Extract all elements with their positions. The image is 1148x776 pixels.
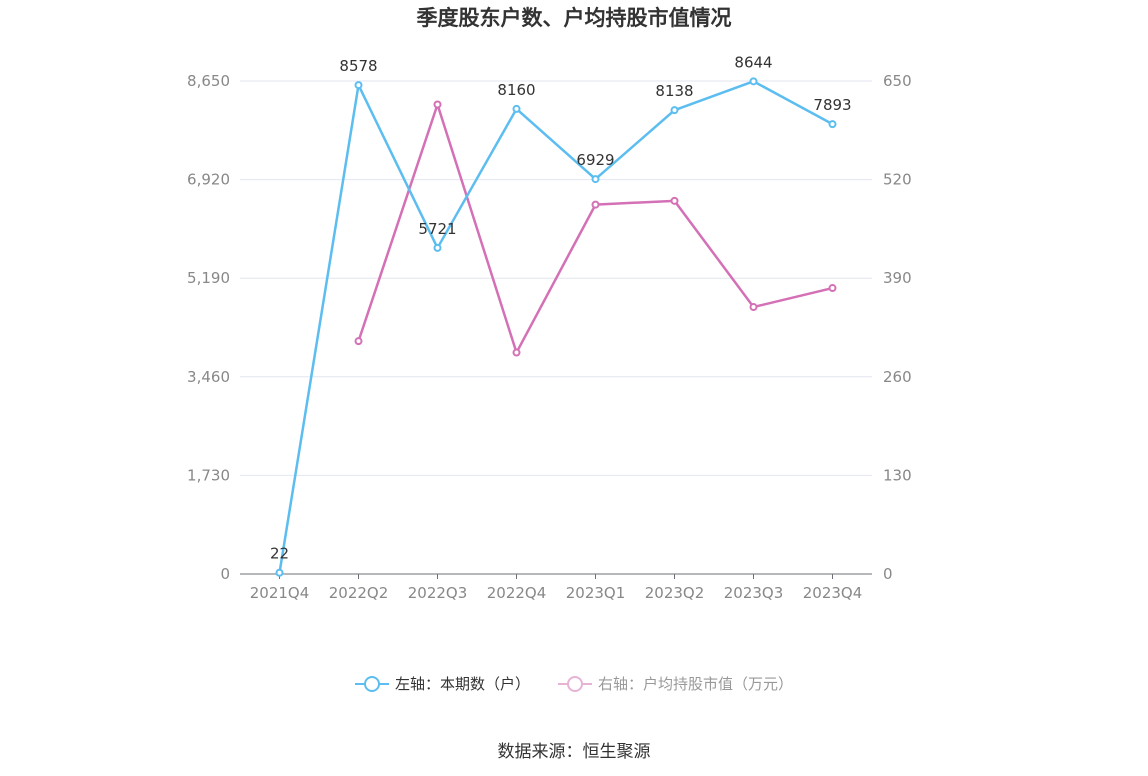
data-point-left[interactable]	[354, 81, 363, 90]
right-tick-label: 0	[883, 565, 893, 583]
legend-item-left-series[interactable]: 左轴：本期数（户）	[354, 673, 530, 694]
legend-label-right: 右轴：户均持股市值（万元）	[598, 675, 794, 693]
data-label: 8138	[655, 82, 693, 100]
x-tick-label: 2021Q4	[250, 584, 310, 602]
left-axis-ticks: 0 1,730 3,460 5,190 6,920 8,650	[187, 72, 230, 583]
data-label: 8160	[497, 81, 535, 99]
x-tick-label: 2023Q4	[803, 584, 863, 602]
right-tick-label: 260	[883, 368, 912, 386]
legend-label-left: 左轴：本期数（户）	[394, 675, 530, 693]
data-point-left[interactable]	[591, 175, 600, 184]
x-tick-label: 2023Q3	[724, 584, 784, 602]
data-label: 7893	[813, 96, 851, 114]
left-tick-label: 1,730	[187, 466, 230, 484]
left-tick-label: 6,920	[187, 171, 230, 189]
data-label: 8578	[339, 57, 377, 75]
legend-swatch-left	[354, 674, 389, 694]
x-tick-label: 2023Q2	[645, 584, 705, 602]
data-point-right[interactable]	[828, 284, 837, 293]
data-source: 数据来源：恒生聚源	[497, 742, 651, 762]
left-tick-label: 0	[220, 565, 230, 583]
legend-swatch-right	[558, 674, 592, 694]
data-label: 5721	[418, 220, 456, 238]
left-tick-label: 8,650	[187, 72, 230, 90]
right-tick-label: 130	[883, 466, 912, 484]
series-layer	[275, 77, 837, 577]
data-point-right[interactable]	[670, 196, 679, 205]
series-line-left	[278, 80, 834, 573]
data-point-left[interactable]	[275, 568, 284, 577]
legend: 左轴：本期数（户） 右轴：户均持股市值（万元）	[0, 673, 1148, 694]
left-tick-label: 3,460	[187, 368, 230, 386]
data-point-right[interactable]	[512, 348, 521, 357]
data-point-left[interactable]	[749, 77, 758, 86]
data-labels: 22 8578 5721 8160 6929 8138 8644 7893	[270, 53, 852, 562]
data-point-left[interactable]	[512, 104, 521, 113]
data-point-left[interactable]	[670, 106, 679, 115]
data-point-left[interactable]	[433, 243, 442, 252]
chart-title: 季度股东户数、户均持股市值情况	[416, 6, 732, 30]
right-tick-label: 520	[883, 171, 912, 189]
x-tick-label: 2022Q4	[487, 584, 547, 602]
data-point-left[interactable]	[828, 120, 837, 129]
right-axis-ticks: 0 130 260 390 520 650	[883, 72, 912, 583]
right-tick-label: 390	[883, 269, 912, 287]
right-tick-label: 650	[883, 72, 912, 90]
x-tick-label: 2022Q3	[408, 584, 468, 602]
x-tick-label: 2022Q2	[329, 584, 389, 602]
data-label: 8644	[734, 53, 772, 71]
data-point-right[interactable]	[354, 337, 363, 346]
x-axis: 2021Q4 2022Q2 2022Q3 2022Q4 2023Q1 2023Q2 2023…	[240, 573, 872, 602]
data-label: 22	[270, 545, 289, 563]
data-point-right[interactable]	[591, 200, 600, 209]
data-point-right[interactable]	[749, 303, 758, 312]
left-tick-label: 5,190	[187, 269, 230, 287]
data-label: 6929	[576, 151, 614, 169]
legend-item-right-series[interactable]: 右轴：户均持股市值（万元）	[558, 673, 793, 694]
data-point-right[interactable]	[433, 100, 442, 109]
x-tick-label: 2023Q1	[566, 584, 626, 602]
